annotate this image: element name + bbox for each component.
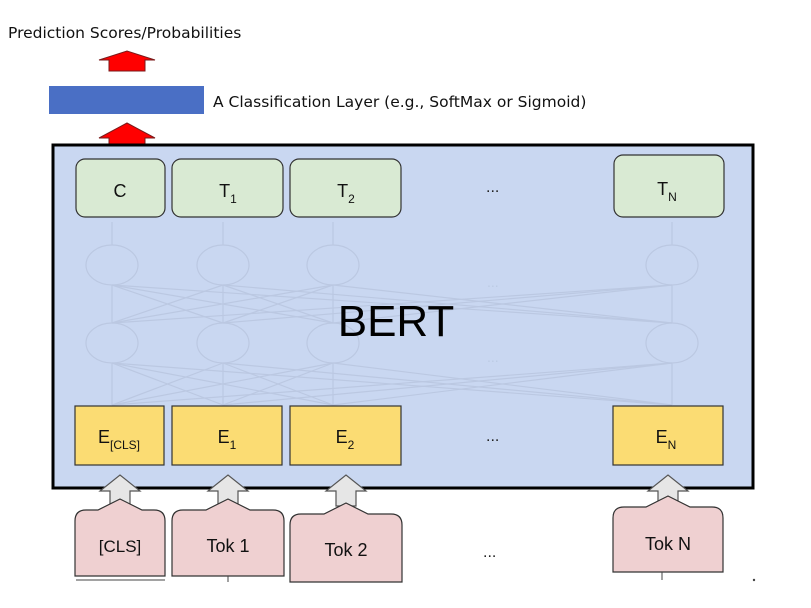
- output-token-t1: T1: [219, 181, 237, 206]
- embedding-1: E1: [218, 427, 237, 452]
- input-token-cls: [CLS]: [99, 537, 142, 556]
- embedding-cls-sub: [CLS]: [110, 438, 140, 452]
- input-token-shape-tok1: [171, 498, 285, 577]
- input-token-tok1: Tok 1: [206, 536, 249, 556]
- input-ellipsis: ...: [483, 544, 496, 561]
- embedding-1-main: E: [218, 427, 230, 447]
- bert-title: BERT: [338, 297, 455, 346]
- classification-layer-label: A Classification Layer (e.g., SoftMax or…: [213, 93, 586, 111]
- prediction-scores-label: Prediction Scores/Probabilities: [8, 24, 241, 42]
- embedding-box-2: [289, 405, 402, 466]
- output-token-tn-main: T: [657, 179, 668, 199]
- output-token-box-c: [75, 158, 166, 218]
- embedding-n-main: E: [656, 427, 668, 447]
- output-token-box-tn: [613, 154, 725, 218]
- output-token-t2: T2: [337, 181, 355, 206]
- output-token-tn: TN: [657, 179, 677, 204]
- embedding-box-n: [612, 405, 724, 466]
- output-token-c: C: [114, 181, 127, 201]
- input-token-shape-tokn: [612, 495, 724, 573]
- input-token-tokn: Tok N: [645, 534, 691, 554]
- output-token-t2-main: T: [337, 181, 348, 201]
- embedding-1-sub: 1: [230, 438, 237, 452]
- red-up-arrow-top: [98, 50, 156, 72]
- output-token-t1-main: T: [219, 181, 230, 201]
- input-token-row: [CLS] Tok 1 Tok 2 ... Tok N: [74, 495, 724, 583]
- input-arrows: [98, 474, 690, 507]
- embedding-box-1: [171, 405, 283, 466]
- embedding-row: E[CLS] E1 E2 ... EN: [74, 405, 724, 466]
- input-token-shape-tok2: [289, 502, 403, 583]
- output-token-t2-sub: 2: [348, 192, 355, 206]
- output-ellipsis: ...: [486, 179, 499, 196]
- embedding-2-main: E: [336, 427, 348, 447]
- classification-layer-bar: [49, 86, 204, 114]
- output-token-t1-sub: 1: [230, 192, 237, 206]
- output-token-tn-sub: N: [668, 190, 677, 204]
- input-token-shape-cls: [74, 498, 166, 577]
- embedding-2: E2: [336, 427, 355, 452]
- embedding-n: EN: [656, 427, 677, 452]
- output-token-box-t1: [171, 158, 284, 218]
- embedding-box-cls: [74, 405, 165, 466]
- input-token-tok2: Tok 2: [324, 540, 367, 560]
- embedding-cls-main: E: [98, 427, 110, 447]
- embedding-ellipsis: ...: [486, 428, 499, 445]
- embedding-cls: E[CLS]: [98, 427, 140, 452]
- baseline-dot: [752, 578, 756, 582]
- output-token-c-main: C: [114, 181, 127, 201]
- embedding-n-sub: N: [668, 438, 677, 452]
- embedding-2-sub: 2: [348, 438, 355, 452]
- faded-ellipsis-upper: ...: [487, 274, 499, 290]
- faded-network: [85, 222, 699, 406]
- gray-up-arrow-tok2: [324, 474, 368, 507]
- output-token-box-t2: [289, 158, 402, 218]
- faded-ellipsis-lower: ...: [487, 349, 499, 365]
- output-token-row: C T1 T2 ... TN: [75, 154, 725, 218]
